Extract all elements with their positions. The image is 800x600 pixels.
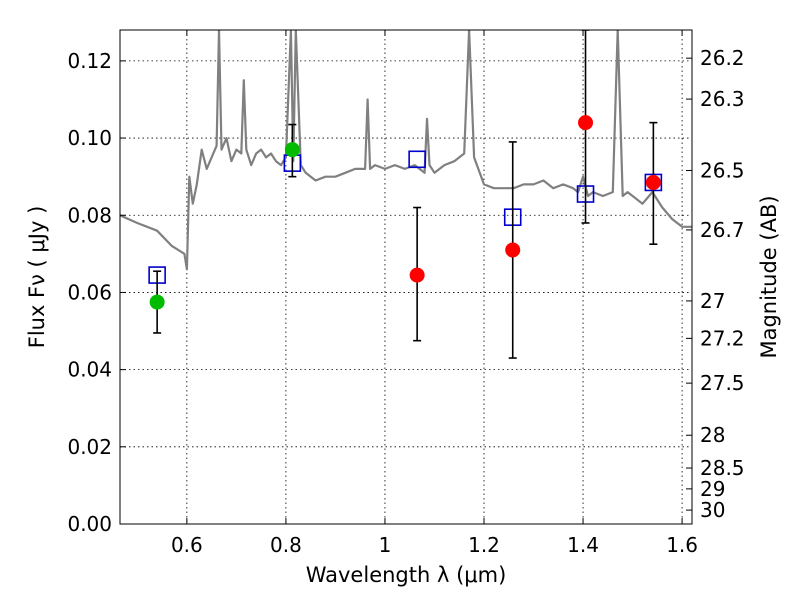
- y-tick-label: 0.00: [67, 512, 112, 536]
- y-tick-label: 0.04: [67, 358, 112, 382]
- x-tick-label: 0.6: [171, 533, 203, 557]
- y-tick-label: 0.02: [67, 435, 112, 459]
- mag-tick-label: 27.5: [700, 371, 745, 395]
- observed-flux-point: [505, 242, 521, 258]
- axis-ticks-layer: 0.6 0.8 1 1.2 1.4 1.6 0.00 0.02 0.04 0.06 0.08 0.10…: [67, 30, 745, 557]
- y-axis-label: Flux Fν ( μJy ): [25, 206, 49, 349]
- x-tick-label: 1.2: [468, 533, 500, 557]
- y-tick-label: 0.08: [67, 203, 112, 227]
- observed-flux-point: [578, 115, 594, 131]
- photometry-points-layer: [148, 30, 663, 359]
- observed-flux-point: [149, 294, 165, 310]
- x-tick-label: 1.6: [666, 533, 698, 557]
- x-tick-label: 0.8: [270, 533, 302, 557]
- y2-axis-label: Magnitude (AB): [757, 195, 781, 358]
- x-tick-label: 1.4: [567, 533, 599, 557]
- observed-flux-point: [645, 174, 661, 190]
- model-spectrum-line: [120, 30, 692, 271]
- mag-tick-label: 26.5: [700, 158, 745, 182]
- observed-flux-point: [409, 267, 425, 283]
- mag-tick-label: 30: [700, 498, 725, 522]
- y-tick-label: 0.12: [67, 49, 112, 73]
- model-spectrum-layer: [120, 30, 692, 271]
- mag-tick-label: 27: [700, 289, 725, 313]
- mag-tick-label: 26.7: [700, 218, 745, 242]
- mag-tick-label: 28: [700, 423, 725, 447]
- x-axis-label: Wavelength λ (μm): [306, 563, 507, 587]
- model-photometry-square: [408, 150, 426, 169]
- mag-tick-label: 26.2: [700, 46, 745, 70]
- mag-tick-label: 27.2: [700, 326, 745, 350]
- observed-flux-point: [284, 142, 300, 158]
- mag-tick-label: 28.5: [700, 456, 745, 480]
- y-tick-label: 0.06: [67, 280, 112, 304]
- mag-tick-label: 26.3: [700, 87, 745, 111]
- mag-tick-label: 29: [700, 477, 725, 501]
- grid-lines: [120, 30, 692, 525]
- y-tick-label: 0.10: [67, 126, 112, 150]
- x-tick-label: 1: [379, 533, 392, 557]
- plot-frame: [119, 29, 693, 525]
